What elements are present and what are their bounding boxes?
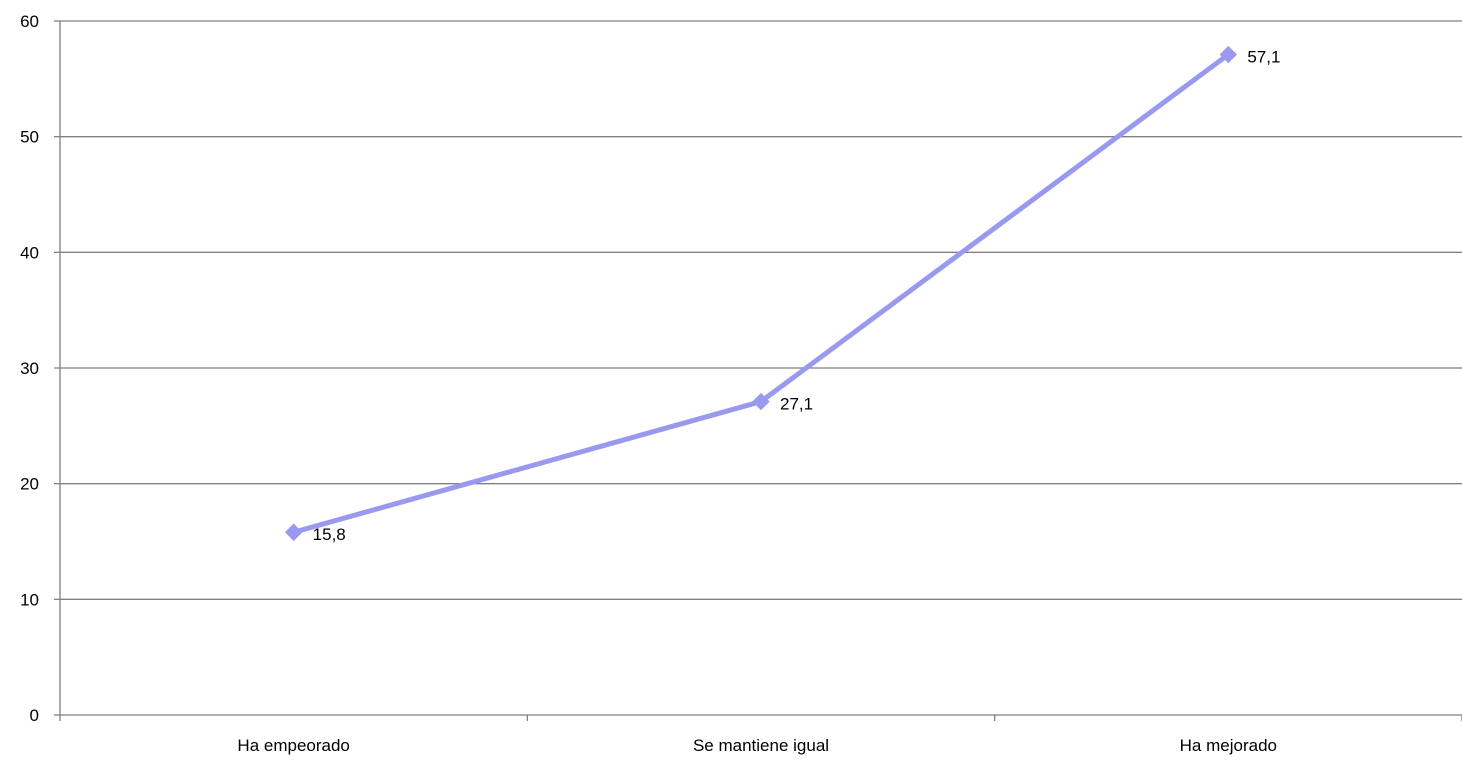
series-line — [291, 52, 1231, 535]
data-point-marker — [284, 523, 303, 541]
data-point-marker — [1219, 45, 1238, 64]
y-tick-label: 30 — [20, 359, 39, 378]
data-point-marker — [752, 392, 770, 411]
y-tick-label: 40 — [20, 243, 39, 262]
gridlines — [60, 20, 1462, 600]
data-label: 15,8 — [313, 525, 346, 544]
axes — [54, 20, 1462, 721]
x-tick-label: Se mantiene igual — [693, 736, 829, 755]
series-layer — [284, 45, 1238, 541]
y-tick-label: 20 — [20, 475, 39, 494]
x-tick-label: Ha mejorado — [1180, 736, 1277, 755]
y-tick-label: 60 — [20, 12, 39, 31]
x-tick-label: Ha empeorado — [237, 736, 349, 755]
data-label: 57,1 — [1247, 48, 1280, 67]
y-tick-label: 10 — [20, 590, 39, 609]
data-label: 27,1 — [780, 395, 813, 414]
label-layer: 0 10 20 30 40 50 60 Ha empeorado Se mantiene igu… — [20, 12, 1280, 755]
y-tick-label: 50 — [20, 128, 39, 147]
y-tick-label: 0 — [30, 706, 39, 725]
